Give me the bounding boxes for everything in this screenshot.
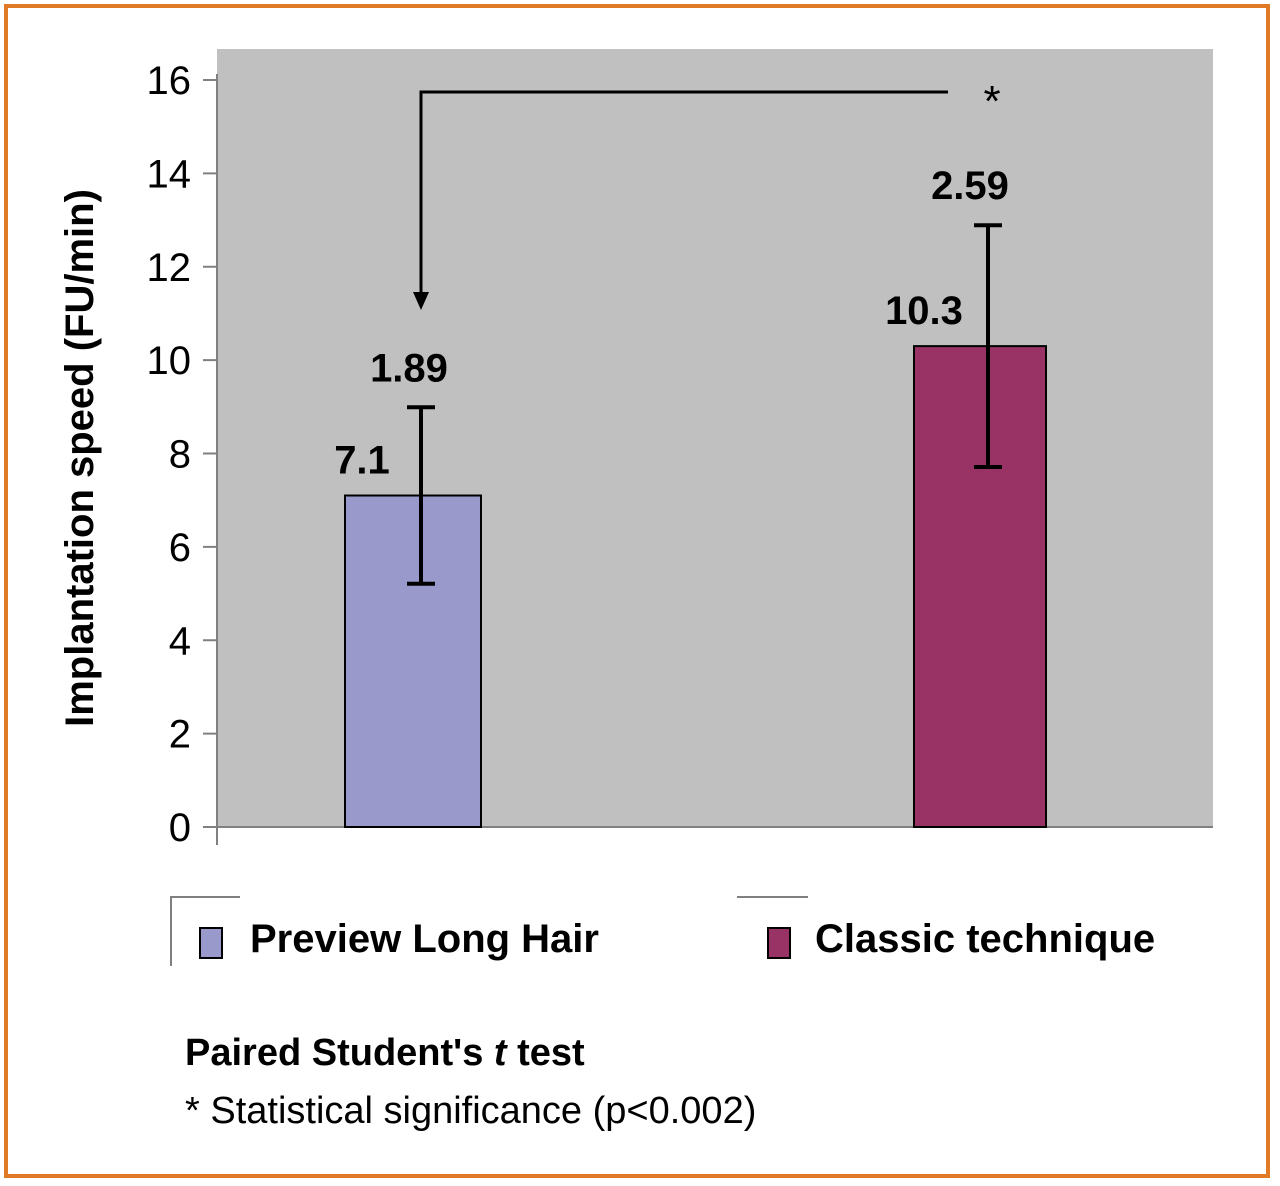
error-bars <box>407 223 1002 586</box>
figure-frame <box>4 4 1270 1178</box>
bar <box>344 494 482 828</box>
legend-swatch <box>199 927 223 959</box>
y-tick-label: 4 <box>169 619 191 663</box>
legend-swatch <box>767 927 791 959</box>
significance-marker: * <box>983 77 1000 126</box>
significance-line <box>419 90 948 298</box>
value-label: 7.1 <box>334 439 390 483</box>
error-label: 1.89 <box>370 346 448 390</box>
y-tick-label: 12 <box>147 246 192 290</box>
data-labels: 7.1 1.89 10.3 2.59 <box>334 164 1009 482</box>
bars <box>344 345 1047 828</box>
footnote-title-prefix: Paired Student's <box>185 1032 494 1074</box>
y-tick-label: 16 <box>147 59 192 103</box>
legend-label: Preview Long Hair <box>250 917 599 961</box>
footnote-title-italic: t <box>493 1032 507 1074</box>
footnote-significance: * Statistical significance (p<0.002) <box>185 1090 757 1132</box>
bar <box>913 345 1047 828</box>
footnote-title: Paired Student's t test <box>185 1032 585 1075</box>
significance-bracket: * <box>413 77 1001 310</box>
y-axis-label: Implantation speed (FU/min) <box>58 189 102 727</box>
y-tick-label: 2 <box>169 713 191 757</box>
y-tick-label: 0 <box>169 806 191 850</box>
error-label: 2.59 <box>931 164 1009 208</box>
y-tick-label: 8 <box>169 433 191 477</box>
legend: Preview Long Hair Classic technique <box>170 896 1155 966</box>
y-tick-label: 14 <box>147 152 192 196</box>
footnote-title-suffix: test <box>506 1032 585 1074</box>
significance-arrowhead <box>413 292 429 310</box>
value-label: 10.3 <box>885 289 963 333</box>
legend-label: Classic technique <box>815 917 1155 961</box>
y-tick-label: 10 <box>147 339 192 383</box>
legend-frame <box>170 896 240 966</box>
y-tick-label: 6 <box>169 526 191 570</box>
